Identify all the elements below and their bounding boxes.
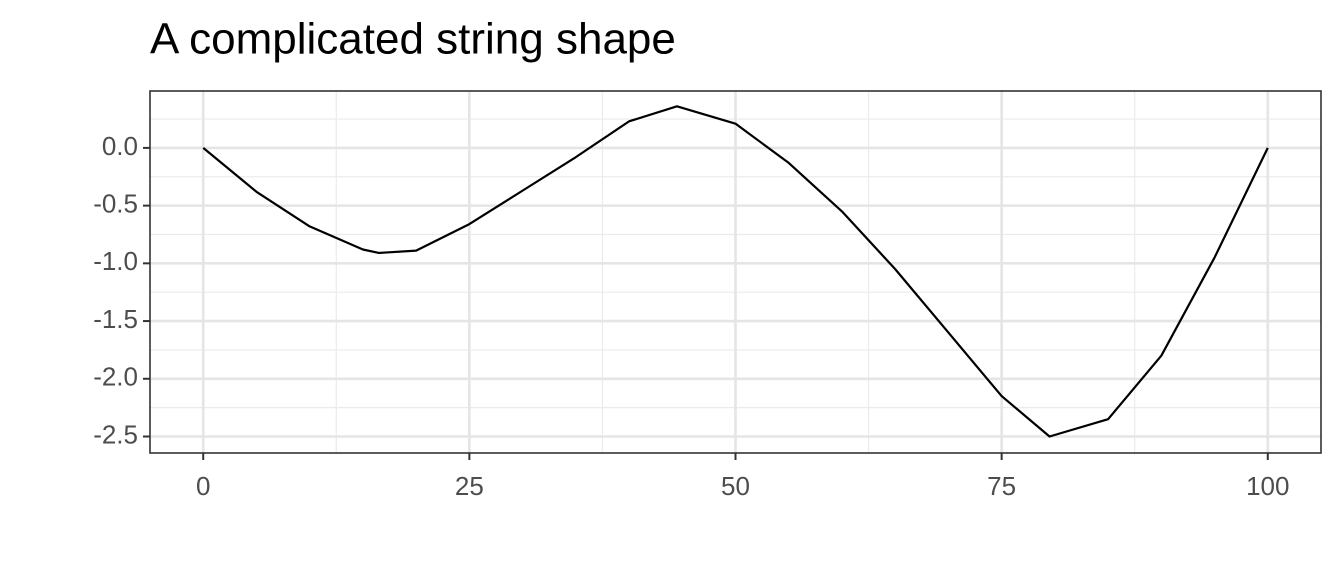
y-tick-label: -2.5: [93, 419, 138, 449]
x-tick-label: 100: [1246, 471, 1289, 501]
y-tick-label: -1.5: [93, 304, 138, 334]
y-tick-label: -0.5: [93, 189, 138, 219]
x-tick-label: 25: [455, 471, 484, 501]
y-tick-label: 0.0: [102, 131, 138, 161]
x-tick-label: 50: [721, 471, 750, 501]
line: [202, 105, 1269, 438]
chart-title: A complicated string shape: [150, 15, 676, 64]
panel-border: [149, 90, 1322, 454]
y-tick-label: -2.0: [93, 362, 138, 392]
x-tick-label: 0: [196, 471, 210, 501]
x-tick-label: 75: [987, 471, 1016, 501]
y-tick-label: -1.0: [93, 246, 138, 276]
